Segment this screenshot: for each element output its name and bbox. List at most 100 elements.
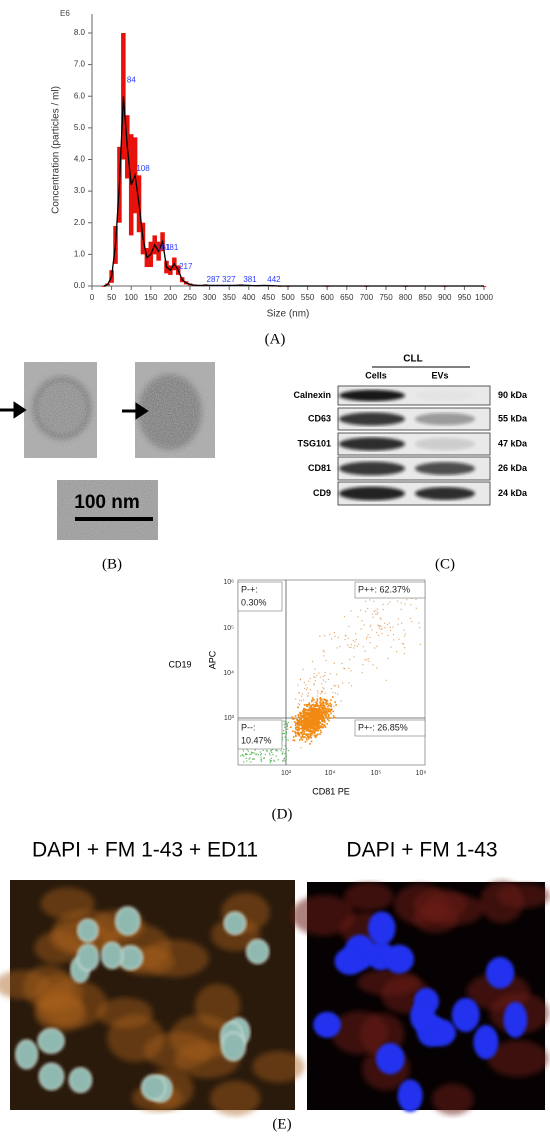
- event-dot: [303, 721, 306, 723]
- event-dot: [323, 651, 325, 653]
- event-dot: [319, 708, 322, 711]
- event-dot: [313, 732, 316, 735]
- event-dot: [318, 716, 321, 719]
- event-dot: [332, 691, 334, 694]
- event-dot: [302, 712, 305, 715]
- event-dot: [330, 709, 332, 712]
- event-dot: [396, 650, 398, 653]
- event-dot: [315, 717, 318, 720]
- event-dot: [308, 724, 310, 726]
- cytoplasm: [40, 887, 95, 920]
- event-dot: [287, 721, 289, 724]
- event-dot: [309, 678, 311, 680]
- event-dot: [300, 715, 303, 718]
- event-dot: [314, 716, 317, 718]
- cytoplasm: [97, 997, 153, 1029]
- event-dot: [334, 635, 336, 638]
- event-dot: [320, 715, 323, 717]
- y-tick-label: 10⁵: [223, 625, 234, 632]
- quadrant-box: [354, 719, 426, 737]
- event-dot: [360, 609, 362, 611]
- x-tick-label: 10³: [281, 770, 292, 777]
- event-dot: [269, 761, 271, 764]
- event-dot: [293, 717, 296, 720]
- event-dot: [299, 720, 302, 723]
- event-dot: [296, 726, 299, 728]
- event-dot: [323, 704, 326, 707]
- nucleus: [246, 939, 270, 965]
- event-dot: [333, 662, 335, 664]
- event-dot: [270, 760, 273, 762]
- event-dot: [290, 726, 292, 729]
- x-tick-label: 800: [399, 293, 413, 302]
- event-dot: [404, 633, 406, 635]
- event-dot: [280, 750, 282, 752]
- event-dot: [297, 724, 299, 727]
- event-dot: [362, 646, 364, 648]
- event-dot: [302, 723, 305, 725]
- event-dot: [318, 712, 321, 714]
- event-dot: [329, 673, 331, 675]
- event-dot: [312, 713, 314, 715]
- event-dot: [347, 637, 349, 640]
- event-dot: [315, 724, 318, 726]
- x-tick-label: 10⁴: [325, 770, 336, 777]
- event-dot: [320, 693, 322, 695]
- x-axis-title: CD81 PE: [312, 786, 350, 796]
- event-dot: [371, 629, 373, 631]
- event-dot: [297, 729, 300, 731]
- image-title: DAPI + FM 1-43: [346, 839, 497, 862]
- event-dot: [378, 627, 380, 629]
- group-label: CLL: [403, 354, 422, 365]
- event-dot: [353, 656, 355, 658]
- event-dot: [392, 633, 395, 636]
- event-dot: [324, 674, 326, 676]
- event-dot: [308, 733, 310, 735]
- event-dot: [315, 726, 318, 728]
- event-dot: [302, 725, 305, 728]
- event-dot: [283, 757, 286, 759]
- event-dot: [317, 727, 320, 730]
- event-dot: [364, 659, 366, 661]
- event-dot: [311, 727, 314, 730]
- event-dot: [306, 724, 308, 727]
- event-dot: [377, 634, 380, 636]
- event-dot: [367, 658, 369, 660]
- nucleus: [114, 906, 141, 936]
- event-dot: [337, 684, 339, 687]
- event-dot: [306, 733, 308, 735]
- event-dot: [379, 617, 381, 619]
- event-dot: [284, 726, 286, 729]
- event-dot: [322, 711, 325, 713]
- event-dot: [302, 710, 305, 713]
- event-dot: [297, 706, 299, 709]
- event-dot: [315, 722, 317, 724]
- event-dot: [376, 667, 378, 669]
- quadrant-label: P++: 62.37%: [358, 584, 410, 594]
- event-dot: [312, 722, 315, 725]
- x-tick-label: 150: [144, 293, 158, 302]
- event-dot: [328, 710, 330, 713]
- event-dot: [308, 723, 310, 725]
- event-dot: [326, 710, 329, 712]
- event-dot: [341, 662, 343, 664]
- event-dot: [303, 730, 305, 732]
- nucleus: [473, 1025, 499, 1060]
- event-dot: [310, 736, 313, 739]
- event-dot: [307, 706, 309, 708]
- event-dot: [311, 699, 313, 701]
- event-dot: [303, 727, 306, 729]
- event-dot: [325, 703, 328, 706]
- event-dot: [304, 723, 307, 725]
- event-dot: [364, 650, 366, 652]
- event-dot: [266, 750, 268, 753]
- blot-band: [339, 461, 405, 476]
- event-dot: [300, 722, 302, 724]
- event-dot: [321, 714, 324, 716]
- event-dot: [263, 757, 265, 760]
- event-dot: [316, 717, 319, 720]
- event-dot: [314, 710, 316, 713]
- event-dot: [380, 618, 382, 620]
- event-dot: [333, 705, 335, 707]
- event-dot: [308, 729, 311, 731]
